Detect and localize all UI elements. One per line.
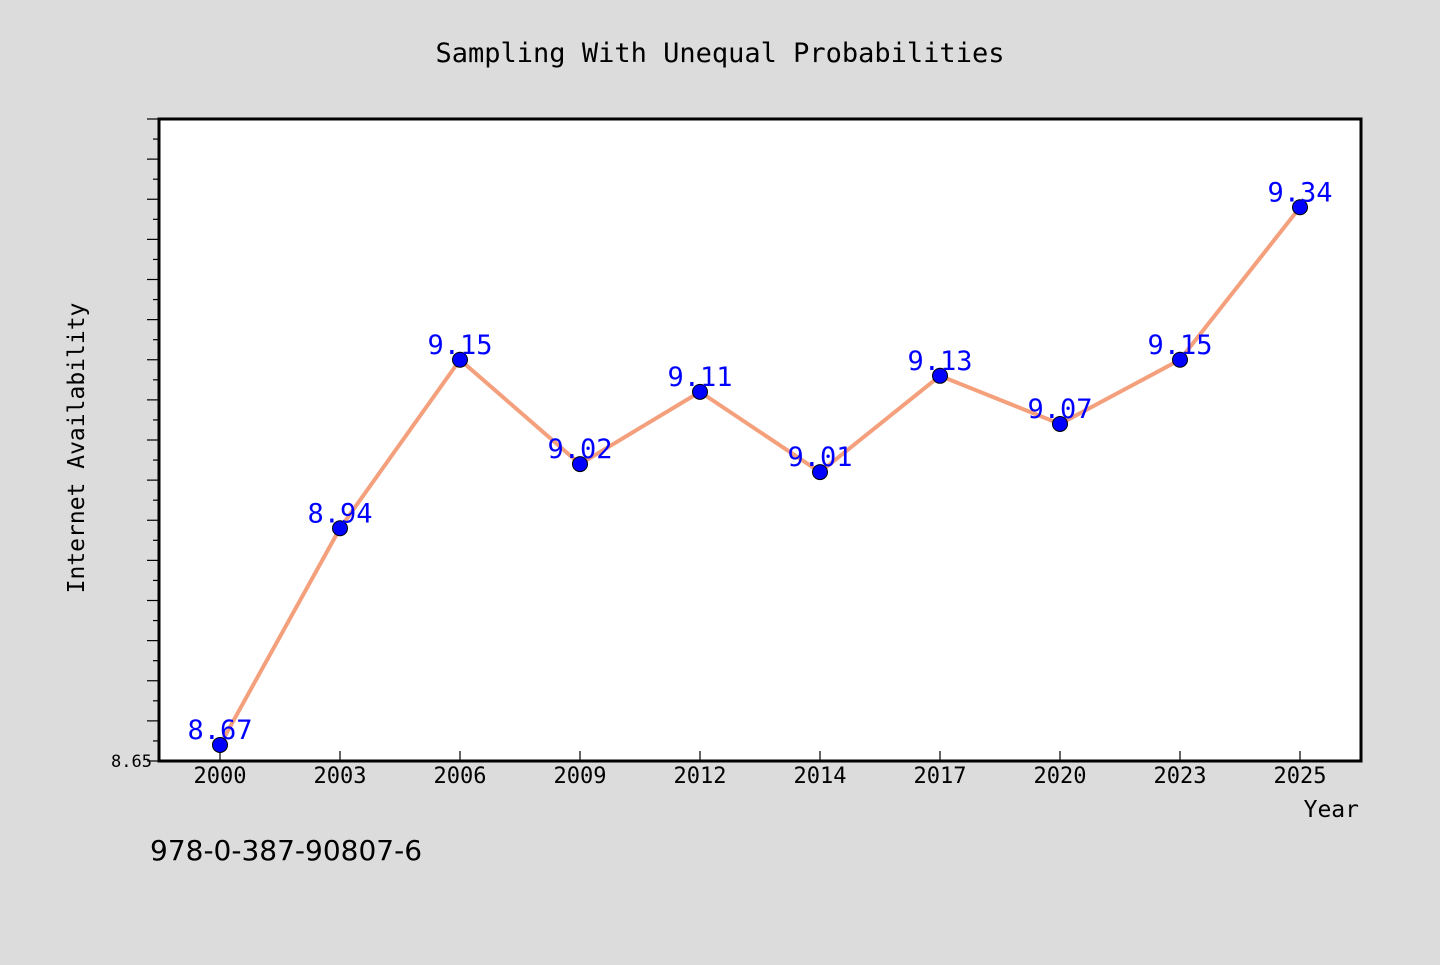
data-point xyxy=(1292,199,1308,216)
data-point xyxy=(452,351,468,368)
x-tick-label: 2014 xyxy=(794,764,847,789)
data-point xyxy=(1052,415,1068,432)
x-axis-label: Year xyxy=(1304,797,1359,823)
data-point xyxy=(332,520,348,537)
x-tick-label: 2009 xyxy=(554,764,607,789)
x-tick-label: 2023 xyxy=(1154,764,1207,789)
chart-title: Sampling With Unequal Probabilities xyxy=(436,38,1005,69)
x-tick-label: 2000 xyxy=(194,764,247,789)
marker-group xyxy=(212,199,1308,753)
x-tick-label: 2017 xyxy=(914,764,967,789)
data-point xyxy=(812,464,828,481)
data-label: 9.11 xyxy=(667,362,732,393)
x-tick-label: 2003 xyxy=(314,764,367,789)
data-point xyxy=(572,456,588,473)
y-tick-label: 8.65 xyxy=(111,752,152,772)
isbn-footnote: 978-0-387-90807-6 xyxy=(150,834,423,867)
y-axis-ticks: 8.65 xyxy=(111,118,159,772)
data-label: 9.13 xyxy=(907,346,972,377)
data-point xyxy=(212,736,228,753)
data-label: 8.94 xyxy=(307,498,372,529)
data-point xyxy=(932,367,948,384)
data-label: 9.15 xyxy=(1147,330,1212,361)
data-label: 9.34 xyxy=(1267,177,1332,208)
data-label: 8.67 xyxy=(187,715,252,746)
data-label: 9.02 xyxy=(547,434,612,465)
x-tick-label: 2025 xyxy=(1274,764,1327,789)
data-label-group: 8.67 8.94 9.15 9.02 9.11 9.01 9.13 9.07 9.15 9.34 xyxy=(187,177,1332,746)
x-tick-label: 2020 xyxy=(1034,764,1087,789)
data-label: 9.07 xyxy=(1027,394,1092,425)
series-group xyxy=(218,206,1302,746)
data-label: 9.15 xyxy=(427,330,492,361)
data-point xyxy=(1172,351,1188,368)
data-label: 9.01 xyxy=(787,442,852,473)
x-axis-ticks: 2000 2003 2006 2009 2012 2014 2017 2020 2023 2025 xyxy=(194,751,1327,789)
x-tick-label: 2006 xyxy=(434,764,487,789)
plot-area xyxy=(157,117,1363,763)
data-point xyxy=(692,383,708,400)
y-axis-label: Internet Availability xyxy=(64,303,90,594)
series-line xyxy=(218,206,1302,746)
x-tick-label: 2012 xyxy=(674,764,727,789)
